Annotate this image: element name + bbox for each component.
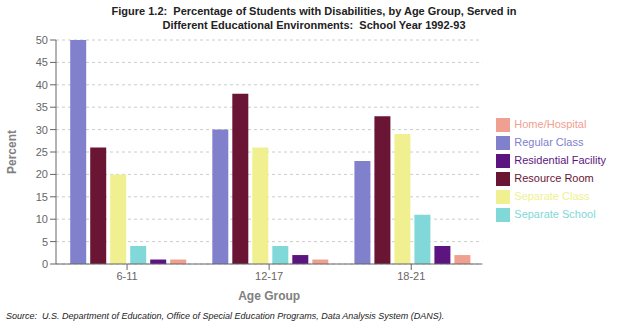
svg-text:10: 10 — [36, 213, 48, 225]
html-text:Separate School: Separate School — [514, 208, 596, 220]
svg-text:50: 50 — [36, 34, 48, 46]
svg-text:15: 15 — [36, 191, 48, 203]
svg-text:30: 30 — [36, 124, 48, 136]
html-text:Residential Facility: Residential Facility — [514, 154, 606, 166]
svg-text:Age Group: Age Group — [238, 289, 300, 303]
html-text:Different Educational Environm: Different Educational Environments: Scho… — [162, 19, 466, 31]
svg-text:40: 40 — [36, 79, 48, 91]
html-text:Separate Class: Separate Class — [514, 190, 590, 202]
svg-text:6-11: 6-11 — [116, 270, 137, 282]
svg-text:12-17: 12-17 — [255, 270, 283, 282]
html-text:Source: U.S. Department of Edu: Source: U.S. Department of Education, Of… — [6, 311, 445, 321]
svg-text:25: 25 — [36, 146, 48, 158]
html-text:Home/Hospital: Home/Hospital — [514, 118, 587, 130]
svg-text:0: 0 — [42, 258, 48, 270]
html-text:Regular Class: Regular Class — [514, 136, 584, 148]
html-text:Resource Room: Resource Room — [514, 172, 594, 184]
svg-text:5: 5 — [42, 236, 48, 248]
svg-text:20: 20 — [36, 168, 48, 180]
svg-text:45: 45 — [36, 56, 48, 68]
svg-text:Percent: Percent — [8, 130, 19, 174]
svg-text:18-21: 18-21 — [397, 270, 425, 282]
svg-text:35: 35 — [36, 101, 48, 113]
html-text:Figure 1.2: Percentage of Stud: Figure 1.2: Percentage of Students with … — [111, 5, 517, 17]
